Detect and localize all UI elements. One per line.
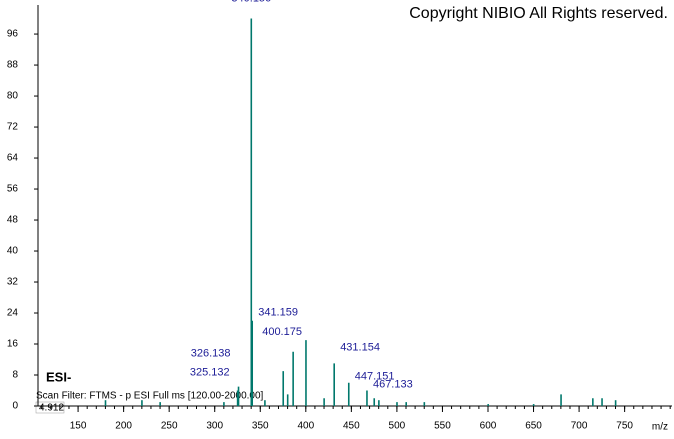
chart-title: Copyright NIBIO All Rights reserved. xyxy=(409,5,668,22)
x-tick-label: 750 xyxy=(616,421,633,432)
y-tick-label: 72 xyxy=(7,122,19,133)
scan-filter: Scan Filter: FTMS - p ESI Full ms [120.0… xyxy=(36,391,264,402)
y-tick-label: 96 xyxy=(7,29,19,40)
x-tick-label: 200 xyxy=(115,421,132,432)
peak-label: 447.151 xyxy=(355,371,395,383)
x-axis-label: m/z xyxy=(652,422,668,433)
x-tick-label: 600 xyxy=(480,421,497,432)
x-tick-label: 300 xyxy=(206,421,223,432)
peak-label: 340.156 xyxy=(231,0,271,4)
y-tick-label: 56 xyxy=(7,184,19,195)
y-tick-label: 0 xyxy=(12,401,18,412)
y-tick-label: 48 xyxy=(7,215,19,226)
x-tick-label: 500 xyxy=(389,421,406,432)
x-tick-label: 700 xyxy=(571,421,588,432)
x-tick-label: 650 xyxy=(525,421,542,432)
x-tick-label: 550 xyxy=(434,421,451,432)
y-tick-label: 64 xyxy=(7,153,19,164)
x-tick-label: 350 xyxy=(252,421,269,432)
peak-label: 325.132 xyxy=(190,366,230,378)
peak-label: 400.175 xyxy=(262,326,302,338)
x-tick-label: 450 xyxy=(343,421,360,432)
y-tick-label: 24 xyxy=(7,308,19,319)
y-tick-label: 40 xyxy=(7,246,19,257)
x-tick-label: 250 xyxy=(161,421,178,432)
ionization: ESI- xyxy=(46,369,71,384)
x-tick-label: 400 xyxy=(297,421,314,432)
y-tick-label: 88 xyxy=(7,60,19,71)
peak-label: 431.154 xyxy=(340,341,380,353)
y-tick-label: 80 xyxy=(7,91,19,102)
y-tick-label: 32 xyxy=(7,277,19,288)
peak-label: 326.138 xyxy=(191,348,231,360)
y-tick-label: 8 xyxy=(12,370,18,381)
peak-label: 467.133 xyxy=(373,378,413,390)
rt-box xyxy=(35,401,65,414)
retention-time: 4.912 xyxy=(39,403,64,414)
peak-label: 341.159 xyxy=(258,307,298,319)
y-tick-label: 16 xyxy=(7,339,19,350)
x-tick-label: 150 xyxy=(70,421,87,432)
